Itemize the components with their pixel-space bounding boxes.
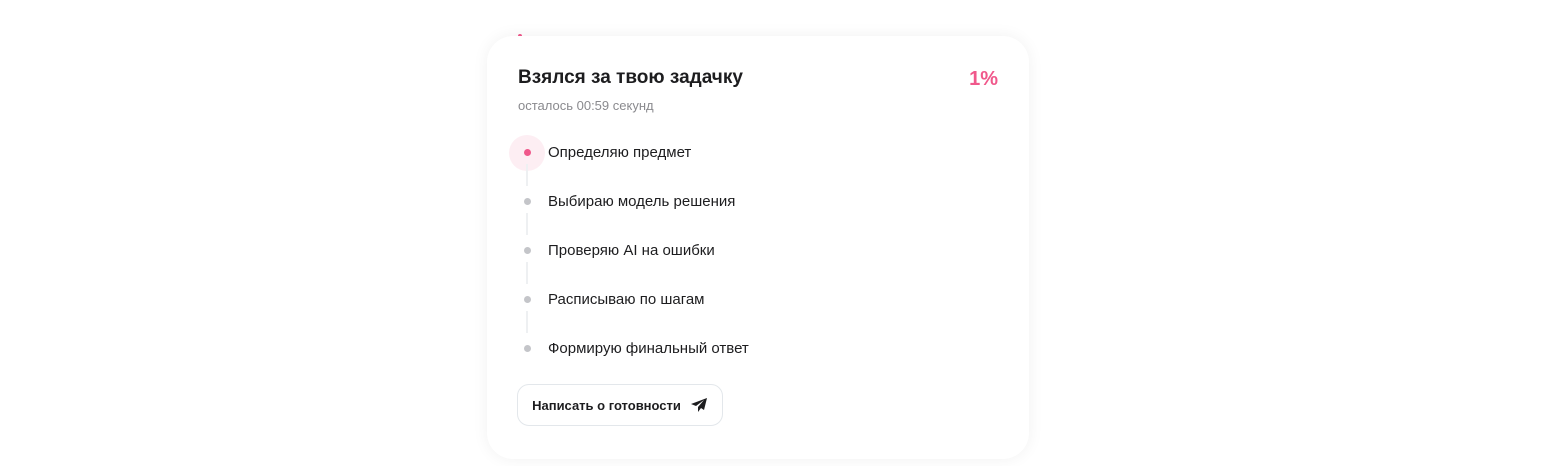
step-label: Расписываю по шагам: [548, 291, 705, 308]
step-dot-icon: [509, 282, 545, 318]
step-label: Выбираю модель решения: [548, 193, 736, 210]
step-item: Выбираю модель решения: [509, 177, 749, 235]
time-remaining: осталось 00:59 секунд: [518, 98, 654, 113]
step-item: Расписываю по шагам: [509, 275, 749, 333]
step-dot-icon: [509, 184, 545, 220]
step-connector: [526, 262, 528, 284]
dot: [523, 149, 531, 156]
step-item: Формирую финальный ответ: [509, 324, 749, 373]
step-item: Проверяю AI на ошибки: [509, 226, 749, 284]
dot: [523, 296, 531, 303]
step-label: Формирую финальный ответ: [548, 340, 749, 357]
progress-percent: 1%: [969, 68, 998, 90]
dot: [523, 198, 531, 205]
dot: [523, 345, 531, 352]
paper-plane-icon: [690, 398, 707, 412]
step-dot-icon: [509, 331, 545, 367]
step-label: Определяю предмет: [548, 144, 692, 161]
button-label: Написать о готовности: [532, 397, 681, 413]
step-dot-icon: [509, 233, 545, 269]
step-connector: [526, 311, 528, 333]
step-label: Проверяю AI на ошибки: [548, 242, 715, 259]
step-connector: [526, 213, 528, 235]
step-connector: [526, 164, 528, 186]
dot: [523, 247, 531, 254]
step-item: Определяю предмет: [509, 128, 749, 186]
task-progress-card: Взялся за твою задачку 1% осталось 00:59…: [487, 36, 1029, 459]
steps-list: Определяю предмет Выбираю модель решения П…: [509, 128, 749, 373]
notify-when-ready-button[interactable]: Написать о готовности: [517, 384, 723, 426]
card-title: Взялся за твою задачку: [518, 67, 743, 88]
